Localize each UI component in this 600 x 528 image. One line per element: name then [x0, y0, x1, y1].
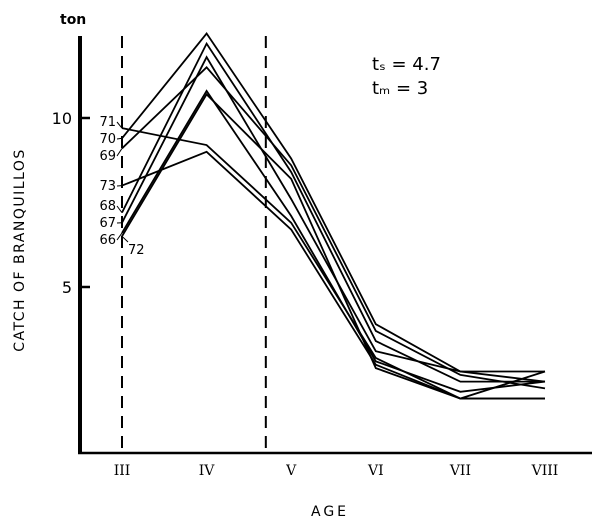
series-lines — [121, 31, 546, 400]
x-tick-label: V — [285, 463, 297, 479]
series-label: 70 — [99, 132, 116, 147]
series-label-leader — [116, 205, 123, 213]
series-label-leader — [116, 232, 123, 241]
y-axis-label: CATCH OF BRANQUILLOS — [12, 148, 28, 352]
y-tick-label: 5 — [62, 278, 72, 297]
series-line-67 — [121, 55, 545, 373]
x-tick-label: VI — [367, 463, 384, 479]
series-label: 69 — [99, 149, 116, 164]
series-line-69 — [121, 65, 546, 390]
series-label: 71 — [99, 115, 116, 130]
x-tick-label: VIII — [531, 463, 559, 479]
series-label: 73 — [99, 179, 116, 194]
series-labels: 70 71 69 73 68 67 66 72 — [99, 115, 144, 258]
series-line-68 — [121, 41, 545, 383]
series-line-72 — [121, 92, 545, 400]
series-line-70 — [121, 31, 546, 383]
annotation-ts: tₛ = 4.7 — [372, 54, 441, 75]
series-label: 67 — [99, 216, 116, 231]
series-line-66 — [121, 89, 546, 393]
series-label-leader — [121, 235, 129, 243]
series-line-71 — [121, 127, 546, 400]
x-tick-label: IV — [199, 463, 216, 479]
annotation-tm: tₘ = 3 — [372, 78, 428, 99]
series-label-leader — [116, 137, 123, 140]
axes: 5 10 III IV V VI VII VIII — [52, 36, 592, 479]
y-tick-label: 10 — [52, 109, 72, 128]
series-label-leader — [116, 148, 123, 157]
x-axis-label: AGE — [311, 504, 349, 520]
x-tick-label: III — [114, 463, 131, 479]
series-label-leader — [116, 121, 123, 129]
series-label: 66 — [99, 233, 116, 248]
series-label: 72 — [128, 243, 145, 258]
y-unit-label: ton — [60, 12, 86, 28]
series-label: 68 — [99, 199, 116, 214]
x-tick-label: VII — [449, 463, 471, 479]
